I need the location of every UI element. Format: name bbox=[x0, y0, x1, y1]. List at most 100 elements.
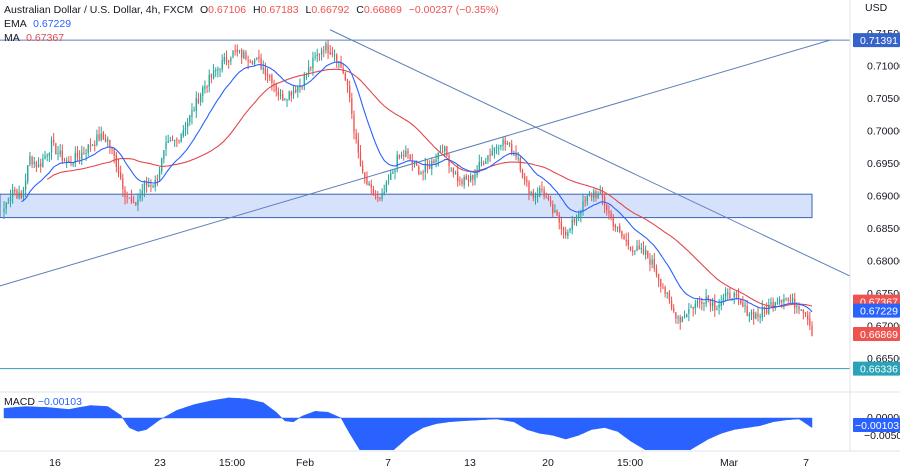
candle bbox=[381, 188, 383, 202]
candle bbox=[640, 243, 642, 254]
candle bbox=[696, 298, 699, 308]
candle bbox=[392, 170, 394, 174]
candle-body bbox=[759, 316, 761, 318]
time-tick-label: 15:00 bbox=[219, 457, 245, 469]
candle bbox=[662, 283, 664, 290]
candle-body bbox=[601, 191, 604, 198]
candle bbox=[346, 78, 349, 93]
candle bbox=[746, 299, 748, 317]
candle bbox=[549, 195, 552, 207]
candle-body bbox=[76, 152, 79, 158]
candle-body bbox=[53, 139, 55, 143]
candle-body bbox=[802, 309, 805, 313]
candle bbox=[98, 126, 100, 142]
candle-body bbox=[411, 160, 413, 164]
candle bbox=[11, 183, 14, 204]
candle bbox=[625, 232, 627, 247]
candle-body bbox=[727, 292, 729, 294]
candle bbox=[413, 161, 416, 168]
candle-body bbox=[387, 181, 390, 183]
candle-body bbox=[489, 154, 491, 156]
change-value: −0.00237 (−0.35%) bbox=[408, 4, 499, 16]
candle-body bbox=[770, 302, 772, 305]
ema-row[interactable]: EMA 0.67229 bbox=[4, 17, 499, 31]
candle-body bbox=[301, 86, 303, 88]
candle bbox=[277, 87, 280, 101]
candle-body bbox=[55, 143, 57, 154]
candle bbox=[327, 39, 329, 59]
ema-line bbox=[21, 61, 813, 313]
candle bbox=[660, 278, 662, 293]
candle-body bbox=[616, 227, 619, 229]
candle bbox=[612, 213, 614, 231]
candle-body bbox=[774, 302, 776, 307]
candle bbox=[70, 155, 72, 167]
candle bbox=[681, 316, 684, 323]
candle bbox=[78, 150, 81, 165]
candle bbox=[171, 135, 174, 142]
candle bbox=[502, 136, 504, 151]
candle-body bbox=[420, 172, 422, 174]
candle bbox=[647, 250, 649, 259]
candle-body bbox=[361, 165, 364, 172]
candle bbox=[437, 152, 439, 167]
candle-body bbox=[14, 189, 16, 192]
candle bbox=[472, 174, 474, 186]
time-tick-label: 7 bbox=[803, 457, 809, 469]
macd-histogram bbox=[3, 397, 813, 450]
candle bbox=[435, 153, 437, 168]
time-tick-label: 15:00 bbox=[617, 457, 643, 469]
candle bbox=[418, 164, 420, 176]
candle-body bbox=[444, 146, 446, 152]
candle bbox=[411, 153, 413, 172]
candle-body bbox=[612, 218, 614, 227]
candle-body bbox=[318, 53, 321, 55]
candle-body bbox=[370, 184, 372, 189]
candle bbox=[72, 163, 74, 167]
candle bbox=[379, 196, 381, 202]
macd-label: MACD bbox=[4, 396, 35, 408]
candle-body bbox=[642, 248, 645, 254]
candle-body bbox=[519, 158, 522, 171]
candle-body bbox=[660, 278, 662, 287]
candle-body bbox=[403, 154, 405, 157]
candle-body bbox=[122, 178, 124, 190]
ema-value: 0.67229 bbox=[33, 18, 72, 30]
candle bbox=[742, 296, 744, 308]
candle bbox=[20, 190, 22, 200]
candle-body bbox=[288, 91, 290, 100]
candle bbox=[180, 132, 182, 143]
macd-legend[interactable]: MACD −0.00103 bbox=[4, 396, 82, 408]
candle-body bbox=[491, 151, 493, 156]
candle-body bbox=[493, 147, 496, 151]
candle-body bbox=[182, 130, 184, 136]
candle bbox=[431, 157, 433, 176]
ma-line bbox=[46, 68, 813, 308]
candle-body bbox=[744, 304, 746, 307]
candle bbox=[398, 154, 401, 160]
candle-body bbox=[180, 134, 182, 143]
candle-body bbox=[236, 49, 238, 52]
candle bbox=[714, 294, 716, 317]
candle-body bbox=[737, 294, 740, 300]
candle-body bbox=[785, 297, 787, 299]
candle-body bbox=[515, 152, 517, 157]
last-price-tag-text: 0.66869 bbox=[860, 329, 898, 341]
candle-body bbox=[679, 317, 681, 323]
candle bbox=[733, 291, 735, 305]
candle-body bbox=[46, 155, 48, 157]
candle-body bbox=[636, 246, 638, 251]
ma-row[interactable]: MA 0.67367 bbox=[4, 31, 499, 45]
candle bbox=[590, 192, 593, 202]
candle-body bbox=[260, 57, 262, 69]
candle bbox=[139, 188, 141, 202]
candle-body bbox=[457, 171, 459, 182]
candle-body bbox=[495, 146, 498, 148]
candle-body bbox=[714, 301, 716, 311]
candle-body bbox=[169, 140, 172, 142]
candle bbox=[757, 307, 759, 322]
candle bbox=[126, 191, 128, 204]
candle-body bbox=[582, 200, 584, 212]
